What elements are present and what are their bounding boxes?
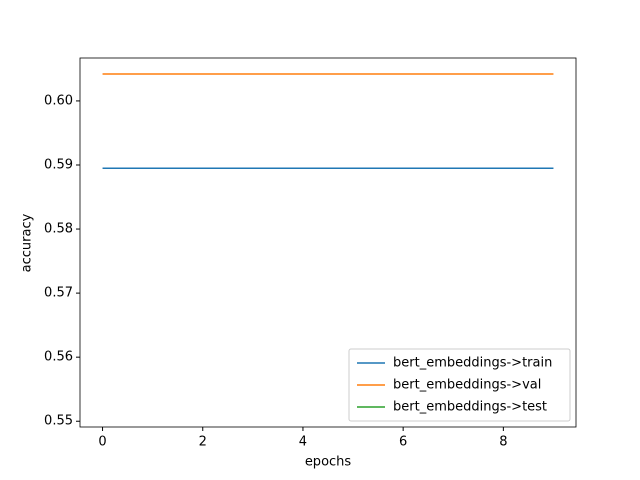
y-tick-label: 0.59 [44,157,73,172]
y-axis-label: accuracy [20,213,35,272]
y-tick-label: 0.60 [44,93,73,108]
y-tick-label: 0.57 [44,286,73,301]
x-tick-label: 0 [98,435,106,450]
x-tick-label: 2 [199,435,207,450]
legend-box [348,348,571,422]
plot-frame [79,57,577,428]
x-tick-label: 4 [299,435,307,450]
legend-label: bert_embeddings->train [393,356,552,371]
legend-label: bert_embeddings->val [393,378,541,393]
y-tick-label: 0.55 [44,414,73,429]
x-tick-label: 8 [499,435,507,450]
x-axis-label: epochs [305,455,352,470]
x-tick-label: 6 [399,435,407,450]
legend-label: bert_embeddings->test [393,400,547,415]
y-tick-label: 0.56 [44,350,73,365]
y-tick-label: 0.58 [44,222,73,237]
